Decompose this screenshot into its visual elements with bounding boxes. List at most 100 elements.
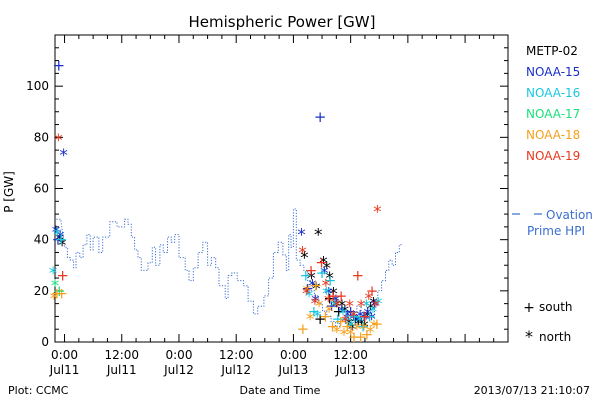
legend-entry: NOAA-15: [526, 65, 580, 79]
x-axis-label: Date and Time: [240, 384, 321, 397]
north-point: *: [357, 315, 366, 335]
north-point: *: [365, 290, 374, 310]
north-point: *: [308, 277, 317, 297]
north-point: *: [360, 320, 369, 340]
south-point: +: [359, 307, 372, 325]
south-point: +: [326, 318, 339, 336]
north-point: *: [332, 292, 341, 312]
ovation-prime-series-line: [56, 208, 403, 328]
south-point: +: [53, 57, 66, 75]
north-point: *: [56, 231, 65, 251]
south-point: +: [315, 254, 328, 272]
x-tick-date-label: Jul11: [106, 363, 137, 377]
north-point: *: [338, 297, 347, 317]
south-point: +: [334, 313, 347, 331]
north-point: *: [340, 325, 349, 345]
ovation-legend-label-2: Prime HPI: [527, 224, 585, 238]
south-point: +: [55, 284, 68, 302]
series-noaa-16: **++*+*+*+*+*+*+*+*+**: [49, 226, 383, 338]
y-tick-label: 60: [34, 182, 49, 196]
south-point: +: [341, 318, 354, 336]
legend-south-marker: +: [523, 300, 535, 316]
north-point: *: [320, 264, 329, 284]
south-point: +: [319, 307, 332, 325]
legend-entry: NOAA-17: [526, 107, 580, 121]
north-point: *: [307, 269, 316, 289]
north-point: *: [344, 315, 353, 335]
south-point: +: [352, 266, 365, 284]
x-axis: 0:00Jul1112:00Jul110:00Jul1212:00Jul120:…: [49, 35, 495, 377]
north-point: *: [372, 297, 381, 317]
north-point: *: [312, 279, 321, 299]
chart-title: Hemispheric Power [GW]: [189, 13, 376, 31]
north-point: *: [343, 307, 352, 327]
south-point: +: [300, 266, 313, 284]
series-noaa-18: *+++**+*+*+*+*+*+*+*+**+: [50, 277, 383, 346]
north-point: *: [369, 302, 378, 322]
y-axis-label: P [GW]: [2, 171, 16, 213]
south-point: +: [331, 310, 344, 328]
south-point: +: [55, 231, 68, 249]
legend-entry: NOAA-18: [526, 128, 580, 142]
x-tick-date-label: Jul13: [335, 363, 366, 377]
north-point: *: [357, 297, 366, 317]
north-point: *: [341, 302, 350, 322]
legend-entry: METP-02: [526, 44, 578, 58]
north-point: *: [54, 131, 63, 151]
north-point: *: [50, 290, 59, 310]
north-point: *: [364, 305, 373, 325]
north-point: *: [356, 307, 365, 327]
x-tick-time-label: 0:00: [51, 348, 78, 362]
north-point: *: [58, 236, 67, 256]
south-point: +: [305, 261, 318, 279]
north-point: *: [373, 203, 382, 223]
south-point: +: [348, 328, 361, 346]
x-tick-time-label: 0:00: [166, 348, 193, 362]
series-noaa-17: *+: [51, 277, 66, 300]
south-point: +: [301, 279, 314, 297]
south-point: +: [314, 310, 327, 328]
south-point: +: [316, 264, 329, 282]
north-point: *: [360, 310, 369, 330]
north-point: *: [353, 313, 362, 333]
north-point: *: [360, 318, 369, 338]
north-point: *: [355, 313, 364, 333]
legend-entry: NOAA-19: [526, 149, 580, 163]
north-point: *: [313, 307, 322, 327]
north-point: *: [315, 297, 324, 317]
north-point: *: [51, 277, 60, 297]
series-metp-02: ********+**+***********+*: [56, 226, 378, 341]
north-point: *: [349, 310, 358, 330]
south-point: +: [323, 290, 336, 308]
north-point: *: [354, 315, 363, 335]
north-point: *: [306, 310, 315, 330]
plot-credit: Plot: CCMC: [8, 384, 69, 397]
legend-north-marker: *: [525, 327, 533, 346]
ovation-prime-line-layer: [56, 208, 403, 328]
north-point: *: [325, 269, 334, 289]
y-tick-label: 80: [34, 130, 49, 144]
south-point: +: [327, 287, 340, 305]
south-point: +: [325, 297, 338, 315]
x-tick-date-label: Jul12: [220, 363, 251, 377]
north-point: *: [314, 226, 323, 246]
x-tick-time-label: 12:00: [104, 348, 139, 362]
north-point: *: [346, 325, 355, 345]
y-tick-label: 100: [26, 79, 49, 93]
north-point: *: [337, 302, 346, 322]
north-point: *: [351, 313, 360, 333]
north-point: *: [300, 249, 309, 269]
north-point: *: [374, 295, 383, 315]
x-tick-date-label: Jul12: [163, 363, 194, 377]
north-point: *: [345, 297, 354, 317]
north-point: *: [56, 228, 65, 248]
north-point: *: [349, 307, 358, 327]
north-point: *: [298, 243, 307, 263]
y-tick-label: 0: [41, 335, 49, 349]
north-point: *: [339, 305, 348, 325]
north-point: *: [366, 300, 375, 320]
north-point: *: [369, 295, 378, 315]
north-point: *: [325, 302, 334, 322]
north-point: *: [324, 292, 333, 312]
legend-marker-label: north: [539, 330, 571, 344]
